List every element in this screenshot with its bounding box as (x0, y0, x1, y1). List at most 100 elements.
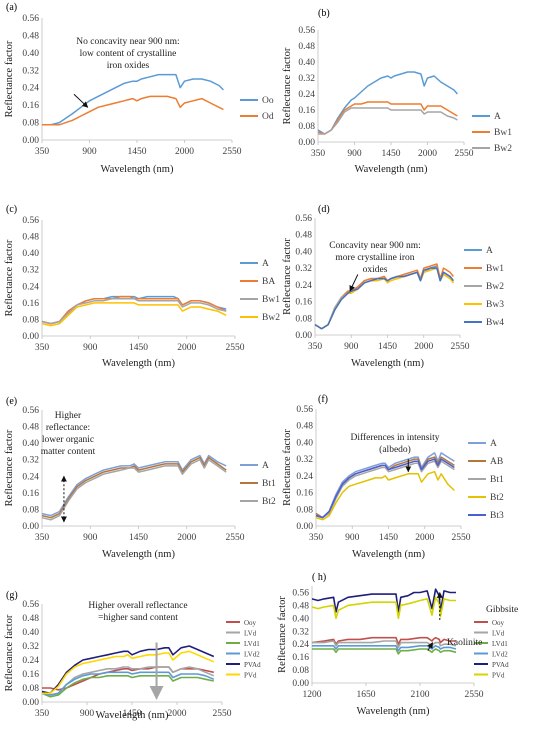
y-tick-label: 0.16 (22, 489, 39, 499)
legend-label: Bw3 (486, 300, 504, 310)
y-tick-label: 0.48 (22, 233, 39, 243)
y-axis-label: Reflectance factor (277, 596, 288, 673)
panel-label: (d) (318, 204, 330, 215)
y-tick-label: 0.48 (298, 42, 315, 52)
legend-label: Bt2 (490, 493, 504, 503)
y-tick-label: 0.32 (22, 456, 39, 466)
x-axis-label: Wavelength (nm) (102, 358, 175, 369)
x-tick-label: 2550 (226, 533, 245, 543)
series-line (41, 302, 227, 327)
x-axis-label: Wavelength (nm) (351, 358, 424, 369)
y-tick-label: 0.24 (298, 90, 315, 100)
series-line (314, 265, 454, 330)
y-tick-label: 0.24 (22, 472, 39, 482)
y-tick-label: 0.48 (22, 614, 39, 624)
annotation-text: lower organic (42, 435, 94, 445)
annotation-text: Gibbsite (486, 605, 518, 615)
y-axis-label: Reflectance factor (282, 238, 293, 315)
y-tick-label: 0.08 (22, 505, 39, 515)
y-tick-label: 0.16 (22, 101, 39, 111)
x-tick-label: 350 (35, 709, 50, 719)
x-tick-label: 350 (308, 342, 323, 352)
legend-label: LVd1 (244, 640, 260, 648)
x-tick-label: 1450 (129, 533, 148, 543)
y-tick-label: 0.08 (296, 505, 313, 515)
y-tick-label: 0.32 (292, 627, 309, 637)
annotation-text: Concavity near 900 nm: (329, 241, 421, 251)
x-tick-label: 2550 (455, 149, 474, 159)
legend-label: A (486, 246, 493, 256)
x-axis-label: Wavelength (nm) (102, 549, 175, 560)
annotation-arrow (427, 642, 434, 651)
x-tick-label: 1650 (357, 690, 376, 700)
legend-label: Bw2 (494, 144, 512, 154)
series-line (315, 452, 455, 519)
x-tick-label: 350 (309, 533, 324, 543)
annotation-text: more crystalline iron (335, 253, 414, 263)
legend-label: Bw1 (262, 295, 280, 305)
series-line (41, 666, 215, 696)
y-axis-label: Reflectance factor (4, 429, 15, 506)
legend-label: Bw1 (494, 128, 512, 138)
legend-label: Bt1 (490, 475, 504, 485)
series-line (311, 596, 456, 620)
y-tick-label: 0.40 (296, 438, 313, 448)
legend-label: PVAd (244, 661, 261, 669)
x-axis-label: Wavelength (nm) (96, 710, 169, 721)
y-tick-label: 0.24 (296, 472, 313, 482)
y-tick-label: 0.16 (298, 106, 315, 116)
x-axis-label: Wavelength (nm) (352, 549, 425, 560)
annotation-text: iron oxides (107, 61, 150, 71)
x-tick-label: 2550 (465, 690, 484, 700)
y-tick-label: 0.48 (295, 231, 312, 241)
legend-label: BA (262, 277, 275, 287)
annotation-text: reflectance: (46, 422, 90, 433)
chart-panel: (d) 0.00 0.08 0.16 0.24 0.32 0.40 0.48 0.56 350 90… (282, 204, 504, 369)
annotation-text: (albedo) (379, 444, 411, 455)
x-tick-label: 2550 (226, 343, 245, 353)
y-tick-label: 0.08 (22, 119, 39, 129)
y-tick-label: 0.56 (292, 588, 309, 598)
y-tick-label: 0.40 (22, 628, 39, 638)
series-line (41, 456, 227, 519)
y-tick-label: 0.00 (22, 522, 39, 532)
y-tick-label: 0.32 (295, 264, 312, 274)
y-axis-label: Reflectance factor (282, 429, 293, 506)
series-line (42, 95, 224, 126)
y-tick-label: 0.32 (296, 455, 313, 465)
x-tick-label: 2550 (223, 147, 242, 157)
legend-label: LVd (244, 630, 257, 638)
x-tick-label: 1450 (379, 533, 398, 543)
annotation-arrow (349, 274, 359, 292)
y-tick-label: 0.16 (22, 670, 39, 680)
y-tick-label: 0.40 (22, 249, 39, 259)
y-tick-label: 0.40 (22, 49, 39, 59)
legend-label: PVd (244, 672, 257, 680)
panel-label: (a) (6, 2, 17, 13)
chart-panel: (b) 0.00 0.08 0.16 0.24 0.32 0.40 0.48 0.56 350 90… (282, 8, 512, 175)
y-tick-label: 0.56 (296, 405, 313, 415)
series-line (317, 71, 458, 135)
series-line (315, 470, 455, 521)
y-tick-label: 0.08 (292, 666, 309, 676)
legend-label: PVAd (492, 661, 509, 669)
chart-panel: (f) 0.00 0.08 0.16 0.24 0.32 0.40 0.48 0.56 350 90… (282, 394, 504, 560)
y-tick-label: 0.32 (298, 74, 315, 84)
y-tick-label: 0.24 (292, 640, 309, 650)
x-tick-label: 900 (83, 533, 98, 543)
y-axis-label: Reflectance factor (4, 239, 15, 316)
y-tick-label: 0.32 (22, 642, 39, 652)
annotation-text: low content of crystalline (80, 48, 177, 59)
y-tick-label: 0.40 (295, 247, 312, 257)
y-tick-label: 0.48 (22, 31, 39, 41)
legend-label: Oo (262, 96, 274, 106)
y-tick-label: 0.48 (296, 422, 313, 432)
x-tick-label: 1450 (382, 149, 401, 159)
y-tick-label: 0.08 (298, 122, 315, 132)
x-tick-label: 2550 (213, 709, 232, 719)
chart-panel: (c) 0.00 0.08 0.16 0.24 0.32 0.40 0.48 0.56 350 90… (4, 204, 280, 369)
legend-label: Bw2 (262, 313, 280, 323)
annotation-arrow (73, 93, 89, 108)
y-tick-label: 0.24 (295, 281, 312, 291)
x-tick-label: 2000 (418, 149, 437, 159)
